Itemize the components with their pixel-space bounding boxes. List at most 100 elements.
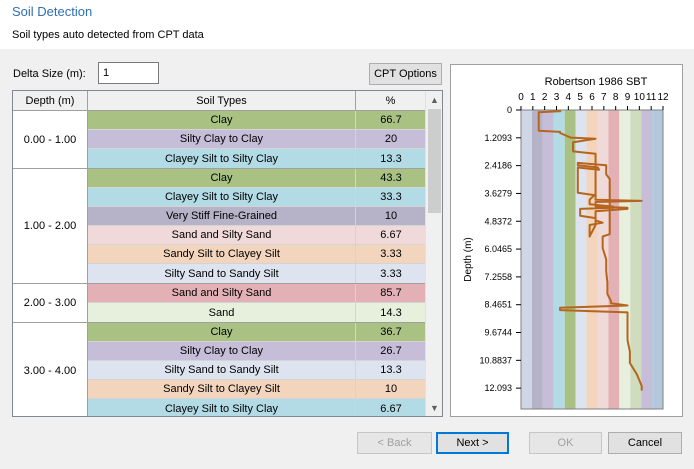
percent-cell: 33.3 <box>380 191 402 203</box>
sbt-zone-band <box>619 110 631 409</box>
percent-cell: 26.7 <box>380 345 402 357</box>
table-row[interactable]: Sandy Silt to Clayey Silt 3.33 <box>88 245 426 264</box>
next-button[interactable]: Next > <box>436 432 509 454</box>
cancel-button[interactable]: Cancel <box>608 432 682 454</box>
y-axis-label: Depth (m) <box>463 237 474 281</box>
soil-type-cell: Sandy Silt to Clayey Silt <box>88 380 356 398</box>
y-tick-label: 10.8837 <box>479 355 512 365</box>
x-tick-label: 9 <box>625 92 631 103</box>
soil-type-cell: Sandy Silt to Clayey Silt <box>88 245 356 263</box>
sbt-zone-band <box>575 110 587 409</box>
table-row[interactable]: Very Stiff Fine-Grained 10 <box>88 207 426 226</box>
y-tick-label: 1.2093 <box>484 133 512 143</box>
table-row[interactable]: Sand and Silty Sand 85.7 <box>88 284 426 303</box>
y-tick-label: 4.8372 <box>484 216 512 226</box>
soil-type-cell: Silty Sand to Sandy Silt <box>88 264 356 283</box>
y-tick-label: 3.6279 <box>484 188 512 198</box>
page-title: Soil Detection <box>12 4 93 19</box>
table-row[interactable]: Silty Sand to Sandy Silt 13.3 <box>88 361 426 380</box>
table-row[interactable]: Clay 66.7 <box>88 111 426 130</box>
sbt-zone-band <box>553 110 565 409</box>
x-tick-label: 7 <box>601 92 607 103</box>
table-row[interactable]: Sand and Silty Sand 6.67 <box>88 226 426 245</box>
column-header-percent[interactable]: % <box>356 91 426 110</box>
percent-cell: 66.7 <box>380 114 402 126</box>
soil-type-cell: Clayey Silt to Silty Clay <box>88 188 356 206</box>
percent-cell: 13.3 <box>380 364 402 376</box>
dialog-header: Soil Detection Soil types auto detected … <box>0 0 694 49</box>
table-row[interactable]: Clayey Silt to Silty Clay 13.3 <box>88 149 426 168</box>
depth-range-cell: 3.00 - 4.00 <box>13 323 88 416</box>
x-tick-label: 1 <box>530 92 536 103</box>
soil-type-cell: Very Stiff Fine-Grained <box>88 207 356 225</box>
vertical-scrollbar[interactable]: ▲ ▼ <box>425 91 442 416</box>
sbt-zone-band <box>564 110 576 409</box>
table-row[interactable]: Clayey Silt to Silty Clay 6.67 <box>88 399 426 416</box>
x-tick-label: 4 <box>566 92 572 103</box>
scroll-thumb[interactable] <box>428 109 441 213</box>
table-row[interactable]: Sand 14.3 <box>88 303 426 322</box>
sbt-zone-band <box>597 110 609 409</box>
depth-range-cell: 0.00 - 1.00 <box>13 111 88 168</box>
sbt-zone-band <box>521 110 532 409</box>
ok-button[interactable]: OK <box>529 432 602 454</box>
column-header-soil-types[interactable]: Soil Types <box>88 91 356 110</box>
y-tick-label: 2.4186 <box>484 161 512 171</box>
y-tick-label: 8.4651 <box>484 300 512 310</box>
depth-group: 2.00 - 3.00 Sand and Silty Sand 85.7 Sand 14… <box>13 284 426 323</box>
y-tick-label: 7.2558 <box>484 272 512 282</box>
y-tick-label: 9.6744 <box>484 328 512 338</box>
table-row[interactable]: Silty Clay to Clay 20 <box>88 130 426 149</box>
y-tick-label: 6.0465 <box>484 244 512 254</box>
soil-type-cell: Sand <box>88 303 356 322</box>
chart-title: Robertson 1986 SBT <box>545 76 648 88</box>
scroll-up-icon[interactable]: ▲ <box>430 94 439 105</box>
percent-cell: 14.3 <box>380 306 402 319</box>
table-row[interactable]: Clay 36.7 <box>88 323 426 342</box>
depth-range-cell: 1.00 - 2.00 <box>13 169 88 283</box>
percent-cell: 36.7 <box>380 326 402 338</box>
soil-type-cell: Silty Sand to Sandy Silt <box>88 361 356 379</box>
sbt-zone-band <box>630 110 642 409</box>
table-row[interactable]: Silty Clay to Clay 26.7 <box>88 342 426 361</box>
page-subtitle: Soil types auto detected from CPT data <box>12 29 204 41</box>
table-row[interactable]: Clayey Silt to Silty Clay 33.3 <box>88 188 426 207</box>
soil-type-cell: Clay <box>88 323 356 341</box>
table-row[interactable]: Sandy Silt to Clayey Silt 10 <box>88 380 426 399</box>
cpt-options-button[interactable]: CPT Options <box>369 63 442 85</box>
sbt-zone-band <box>542 110 554 409</box>
scroll-down-icon[interactable]: ▼ <box>430 402 439 413</box>
percent-cell: 43.3 <box>380 172 402 184</box>
x-tick-label: 3 <box>554 92 560 103</box>
sbt-zone-band <box>608 110 620 409</box>
x-tick-label: 12 <box>657 92 669 103</box>
x-tick-label: 10 <box>634 92 646 103</box>
sbt-chart-panel: Robertson 1986 SBT 0 1 2 3 4 5 6 7 8 9 10 11 12 0 1.209… <box>450 64 683 417</box>
sbt-zone-band <box>641 110 653 409</box>
depth-range-cell: 2.00 - 3.00 <box>13 284 88 322</box>
x-tick-label: 0 <box>518 92 524 103</box>
percent-cell: 10 <box>384 210 398 222</box>
table-row[interactable]: Silty Sand to Sandy Silt 3.33 <box>88 264 426 283</box>
soil-type-cell: Sand and Silty Sand <box>88 226 356 244</box>
y-tick-label: 12.093 <box>484 383 512 393</box>
percent-cell: 20 <box>384 133 398 145</box>
x-tick-label: 5 <box>577 92 583 103</box>
percent-cell: 3.33 <box>380 267 402 280</box>
column-header-depth[interactable]: Depth (m) <box>13 91 88 110</box>
x-tick-label: 8 <box>613 92 619 103</box>
percent-cell: 85.7 <box>380 287 402 299</box>
percent-cell: 10 <box>384 383 398 395</box>
soil-type-cell: Clayey Silt to Silty Clay <box>88 149 356 168</box>
table-row[interactable]: Clay 43.3 <box>88 169 426 188</box>
sbt-zone-band <box>531 110 543 409</box>
delta-size-label: Delta Size (m): <box>13 68 86 80</box>
delta-size-input[interactable] <box>98 62 159 84</box>
back-button[interactable]: < Back <box>357 432 432 454</box>
x-tick-label: 6 <box>589 92 595 103</box>
percent-cell: 6.67 <box>380 402 402 415</box>
sbt-zone-band <box>652 110 663 409</box>
percent-cell: 3.33 <box>380 248 402 260</box>
soil-type-cell: Silty Clay to Clay <box>88 130 356 148</box>
sbt-zone-band <box>586 110 598 409</box>
